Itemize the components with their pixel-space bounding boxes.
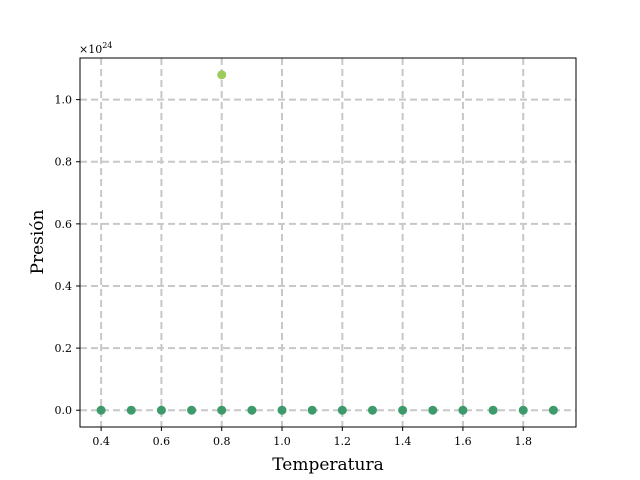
x-tick-label: 1.8 (514, 435, 532, 448)
x-axis-ticks: 0.4 0.6 0.8 1.0 1.2 1.4 1.6 1.8 (92, 427, 532, 448)
y-tick-label: 0.0 (55, 404, 73, 417)
grid-lines (80, 58, 576, 427)
data-points (96, 70, 558, 415)
data-point (518, 405, 528, 415)
data-point (488, 405, 498, 415)
y-tick-label: 0.4 (55, 280, 73, 293)
y-tick-label: 0.8 (55, 156, 73, 169)
x-tick-label: 1.0 (273, 435, 291, 448)
y-axis-exponent: ×1024 (79, 41, 112, 56)
outlier-point (217, 70, 227, 80)
data-point (277, 405, 287, 415)
data-point (247, 405, 257, 415)
y-tick-label: 0.6 (55, 218, 73, 231)
data-point (398, 405, 408, 415)
x-axis-label: Temperatura (272, 455, 383, 475)
x-tick-label: 1.2 (334, 435, 352, 448)
x-tick-label: 1.6 (454, 435, 472, 448)
data-point (337, 405, 347, 415)
data-point (428, 405, 438, 415)
plot-frame (79, 57, 577, 428)
x-tick-label: 0.8 (213, 435, 231, 448)
y-axis-ticks: 0.0 0.2 0.4 0.6 0.8 1.0 (55, 94, 80, 417)
x-tick-label: 0.4 (92, 435, 110, 448)
data-point (548, 405, 558, 415)
x-tick-label: 1.4 (394, 435, 412, 448)
data-point (187, 405, 197, 415)
y-tick-label: 0.2 (55, 342, 73, 355)
data-point (217, 405, 227, 415)
y-axis-exponent-power: 24 (102, 41, 112, 50)
y-axis-exponent-base: ×10 (79, 43, 102, 56)
x-tick-label: 0.6 (153, 435, 171, 448)
data-point (307, 405, 317, 415)
y-axis-label: Presión (28, 209, 48, 274)
y-tick-label: 1.0 (55, 94, 73, 107)
data-point (96, 405, 106, 415)
data-point (367, 405, 377, 415)
data-point (126, 405, 136, 415)
data-point (156, 405, 166, 415)
data-point (458, 405, 468, 415)
